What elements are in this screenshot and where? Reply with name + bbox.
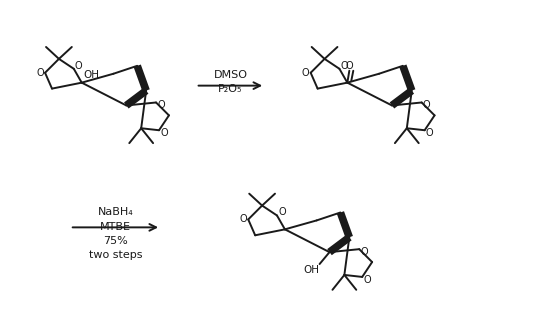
Text: O: O bbox=[423, 100, 430, 110]
Text: NaBH₄: NaBH₄ bbox=[98, 208, 133, 218]
Text: O: O bbox=[157, 100, 165, 110]
Text: MTBE: MTBE bbox=[100, 222, 131, 232]
Text: O: O bbox=[363, 275, 371, 285]
Text: 75%: 75% bbox=[103, 236, 128, 246]
Text: DMSO: DMSO bbox=[213, 70, 247, 80]
Text: O: O bbox=[36, 68, 44, 78]
Text: OH: OH bbox=[84, 70, 100, 80]
Text: O: O bbox=[160, 128, 168, 138]
Text: P₂O₅: P₂O₅ bbox=[218, 84, 243, 94]
Text: O: O bbox=[75, 61, 83, 71]
Text: OH: OH bbox=[304, 265, 319, 275]
Text: O: O bbox=[345, 61, 353, 71]
Text: O: O bbox=[361, 247, 368, 257]
Text: O: O bbox=[340, 61, 348, 71]
Text: O: O bbox=[278, 208, 286, 218]
Text: O: O bbox=[302, 68, 310, 78]
Text: O: O bbox=[426, 128, 433, 138]
Text: two steps: two steps bbox=[89, 250, 142, 260]
Text: O: O bbox=[239, 214, 247, 224]
